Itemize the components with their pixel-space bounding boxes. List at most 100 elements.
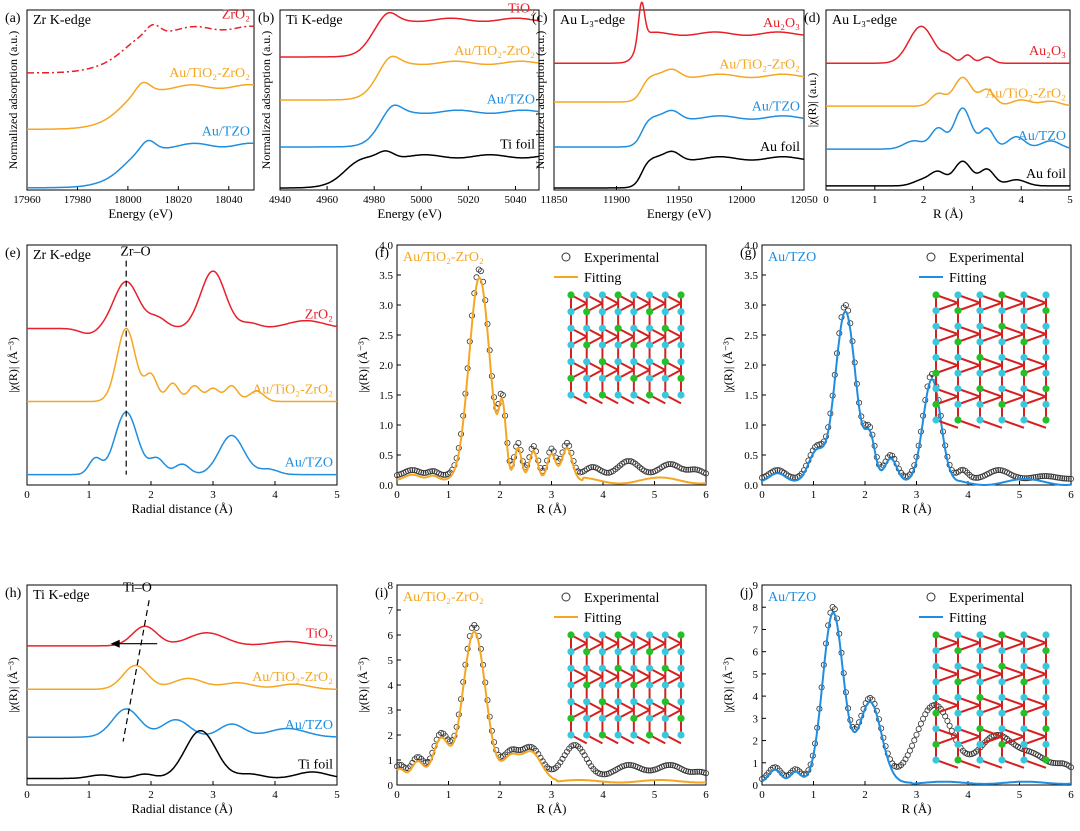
atom-sphere — [976, 678, 984, 686]
atom-sphere — [932, 322, 940, 330]
series-line — [554, 109, 805, 148]
atom-sphere — [645, 291, 654, 299]
x-tick-label: 17980 — [64, 194, 92, 206]
atom-sphere — [598, 664, 607, 672]
experimental-point — [663, 762, 670, 769]
experimental-point — [1048, 473, 1055, 480]
atom-sphere — [661, 324, 669, 332]
atom-sphere — [677, 714, 685, 722]
atom-sphere — [677, 698, 685, 706]
legend-label-fitting: Fitting — [584, 611, 621, 626]
atom-sphere — [954, 338, 962, 346]
series-label: Au/TZO — [285, 718, 333, 733]
series-label: Au/TiO₂-ZrO₂ — [454, 44, 535, 59]
series-line — [826, 76, 1071, 107]
legend-label-experimental: Experimental — [949, 591, 1025, 606]
series-label: Ti foil — [500, 137, 535, 152]
atom-sphere — [1042, 678, 1050, 686]
atom-sphere — [583, 358, 591, 366]
atom-sphere — [645, 664, 654, 672]
atom-sphere — [976, 662, 984, 670]
atom-sphere — [998, 693, 1006, 702]
y-tick-label: 2 — [388, 730, 394, 742]
experimental-point — [625, 761, 632, 768]
legend-label-fitting: Fitting — [949, 271, 986, 286]
atom-sphere — [932, 353, 940, 362]
experimental-point — [1034, 473, 1041, 480]
x-axis-label: R (Å) — [902, 801, 932, 816]
experimental-point — [473, 624, 480, 631]
series-line — [826, 107, 1071, 150]
atom-sphere — [677, 308, 685, 316]
series-line — [826, 160, 1070, 187]
x-tick-label: 1 — [86, 789, 92, 801]
y-tick-label: 1.0 — [379, 420, 393, 432]
atom-sphere — [614, 714, 622, 722]
x-tick-label: 3 — [914, 789, 920, 801]
y-tick-label: 3.5 — [379, 270, 393, 282]
atom-sphere — [954, 693, 962, 702]
atom-sphere — [567, 631, 575, 639]
series-line — [554, 68, 805, 103]
experimental-point — [530, 443, 537, 450]
series-line — [27, 23, 255, 74]
atom-sphere — [567, 664, 575, 672]
atom-sphere — [598, 324, 607, 332]
x-tick-label: 2 — [862, 789, 868, 801]
panel-label-f: (f) — [375, 246, 389, 261]
atom-sphere — [1020, 353, 1028, 362]
atom-sphere — [998, 353, 1006, 362]
atom-sphere — [932, 307, 940, 315]
atom-sphere — [954, 322, 962, 330]
atom-sphere — [645, 341, 654, 349]
panel-i: 0 1 2 3 4 5 6 0 1 2 3 4 5 6 7 8(i) Au/TiO₂-ZrO₂ R (Å) |χ(R… — [356, 580, 709, 816]
atom-sphere — [932, 740, 940, 748]
experimental-point — [703, 470, 710, 477]
y-tick-label: 1.0 — [744, 420, 758, 432]
x-tick-label: 0 — [394, 489, 400, 501]
experimental-point — [597, 770, 604, 777]
experimental-point — [647, 767, 654, 774]
atom-sphere — [614, 681, 622, 689]
panel-title-c: Au L₃-edge — [560, 13, 625, 28]
atom-sphere — [677, 664, 685, 672]
atom-sphere — [677, 374, 685, 382]
x-tick-label: 5000 — [410, 194, 433, 206]
x-tick-label: 4 — [1018, 194, 1024, 206]
atom-sphere — [661, 648, 669, 656]
atom-sphere — [1020, 385, 1028, 393]
atom-sphere — [932, 416, 940, 424]
atom-sphere — [1042, 400, 1050, 408]
legend-marker-experimental — [561, 252, 571, 262]
atom-sphere — [1020, 678, 1028, 686]
series-label: Au/TZO — [202, 124, 250, 139]
experimental-point — [683, 466, 690, 473]
panel-title-i: Au/TiO₂-ZrO₂ — [403, 590, 484, 605]
experimental-point — [515, 747, 522, 754]
legend-marker-experimental — [926, 252, 936, 262]
atom-sphere — [598, 291, 607, 299]
atom-sphere — [1042, 725, 1050, 733]
atom-sphere — [976, 416, 984, 424]
experimental-point — [1052, 474, 1059, 481]
x-tick-label: 2 — [148, 489, 154, 501]
series-label: TiO₂ — [306, 627, 333, 642]
atom-sphere — [932, 725, 940, 733]
experimental-point — [407, 467, 414, 474]
experimental-point — [647, 469, 654, 476]
atom-sphere — [932, 291, 940, 299]
atom-sphere — [567, 648, 575, 656]
experimental-point — [948, 727, 955, 734]
x-tick-label: 6 — [1068, 789, 1074, 801]
x-tick-label: 6 — [1068, 489, 1074, 501]
panel-title-h: Ti K-edge — [33, 588, 90, 603]
atom-sphere — [998, 416, 1006, 424]
legend-label-fitting: Fitting — [949, 611, 986, 626]
atom-sphere — [645, 308, 654, 316]
series-line — [280, 150, 540, 189]
panel-title-b: Ti K-edge — [286, 13, 343, 28]
panel-title-d: Au L₃-edge — [832, 13, 897, 28]
y-tick-label: 4 — [388, 680, 394, 692]
y-tick-label: 1.5 — [744, 390, 758, 402]
experimental-point — [588, 464, 595, 471]
